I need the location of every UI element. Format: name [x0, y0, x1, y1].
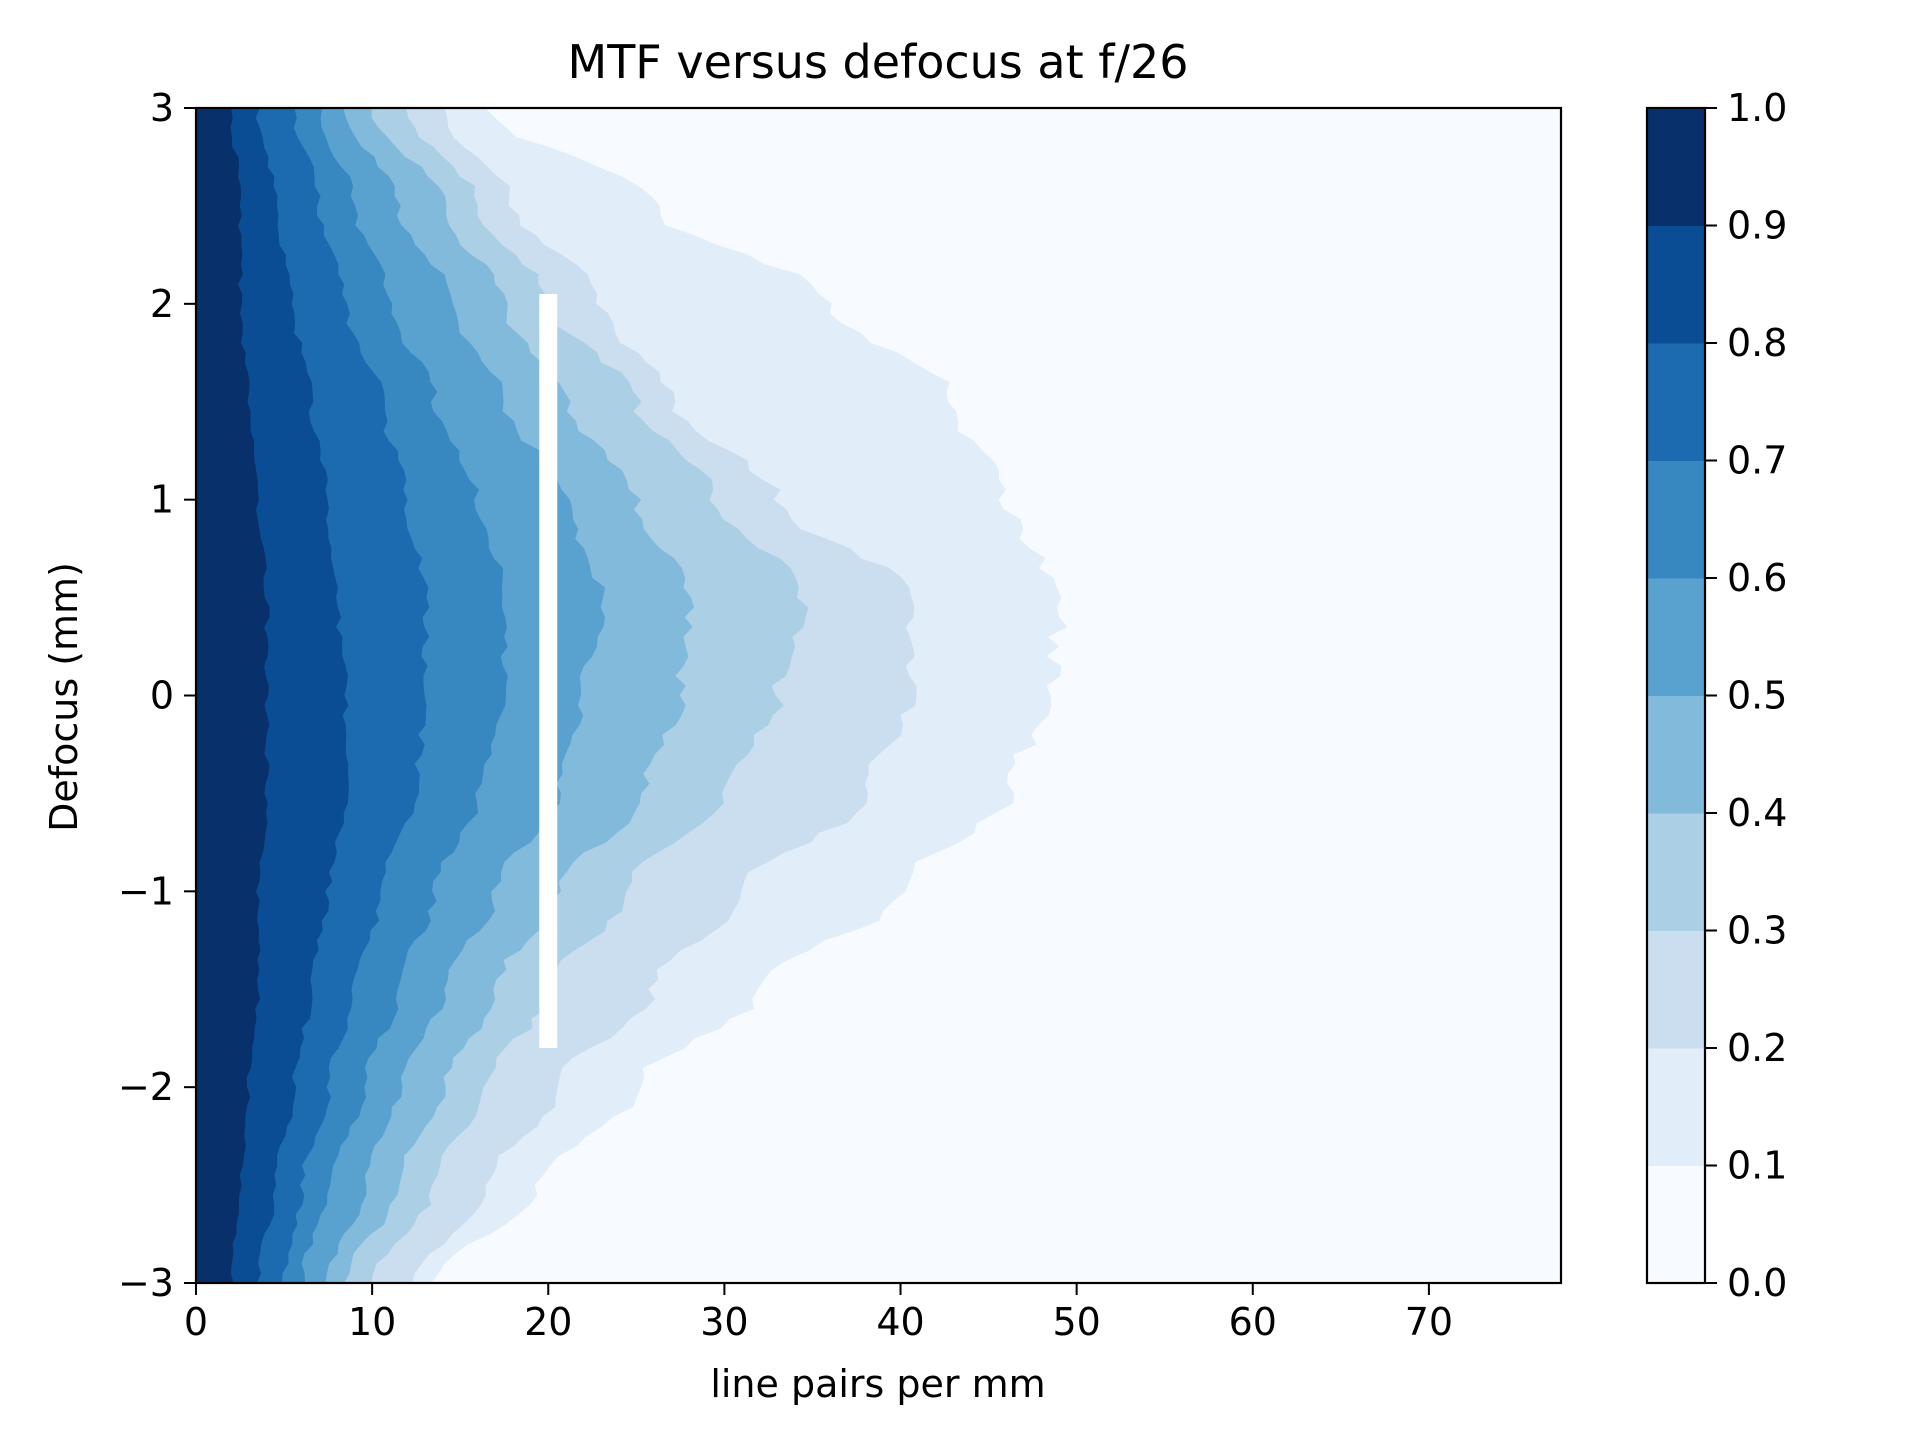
colorbar-segment — [1647, 930, 1705, 1049]
y-tick-label: −3 — [118, 1261, 174, 1305]
chart-title: MTF versus defocus at f/26 — [568, 35, 1189, 89]
y-tick-label: 3 — [150, 86, 174, 130]
colorbar-segment — [1647, 1165, 1705, 1284]
annotation-bar — [539, 294, 558, 1049]
x-tick-label: 50 — [1052, 1300, 1100, 1344]
colorbar-tick-label: 0.8 — [1727, 321, 1787, 365]
colorbar-segment — [1647, 1048, 1705, 1166]
colorbar-tick-label: 0.5 — [1727, 674, 1787, 718]
x-axis-label: line pairs per mm — [710, 1362, 1045, 1406]
y-axis-label: Defocus (mm) — [42, 562, 86, 832]
colorbar-tick-label: 0.7 — [1727, 439, 1787, 483]
colorbar: 0.0 0.1 0.2 0.3 0.4 0.5 0.6 0.7 0.8 0.9 1.0 — [1645, 86, 1787, 1305]
colorbar-tick-label: 1.0 — [1727, 86, 1787, 130]
plot-area — [194, 106, 1563, 1285]
colorbar-segment — [1647, 578, 1705, 696]
x-tick-label: 0 — [184, 1300, 208, 1344]
y-tick-label: 0 — [150, 674, 174, 718]
y-tick-label: 2 — [150, 282, 174, 326]
colorbar-tick-label: 0.6 — [1727, 556, 1787, 600]
colorbar-segment — [1647, 343, 1705, 461]
colorbar-tick-label: 0.9 — [1727, 204, 1787, 248]
colorbar-segment — [1647, 225, 1705, 344]
colorbar-segment — [1647, 460, 1705, 579]
x-tick-label: 60 — [1229, 1300, 1277, 1344]
y-axis: −3 −2 −1 0 1 2 3 — [118, 86, 196, 1305]
x-tick-label: 10 — [348, 1300, 396, 1344]
x-tick-label: 20 — [524, 1300, 572, 1344]
y-tick-label: −1 — [118, 869, 174, 913]
colorbar-tick-label: 0.2 — [1727, 1026, 1787, 1070]
x-tick-label: 70 — [1405, 1300, 1453, 1344]
x-tick-label: 30 — [700, 1300, 748, 1344]
colorbar-tick-label: 0.1 — [1727, 1144, 1787, 1188]
colorbar-tick-label: 0.4 — [1727, 791, 1787, 835]
x-axis: 0 10 20 30 40 50 60 70 — [184, 1283, 1453, 1344]
colorbar-tick-label: 0.0 — [1727, 1261, 1787, 1305]
colorbar-segment — [1647, 108, 1705, 226]
x-tick-label: 40 — [876, 1300, 924, 1344]
y-tick-label: 1 — [150, 478, 174, 522]
contour-band-0.9 — [195, 107, 270, 1284]
colorbar-tick-label: 0.3 — [1727, 909, 1787, 953]
colorbar-segment — [1647, 695, 1705, 814]
colorbar-segment — [1647, 813, 1705, 931]
y-tick-label: −2 — [118, 1065, 174, 1109]
